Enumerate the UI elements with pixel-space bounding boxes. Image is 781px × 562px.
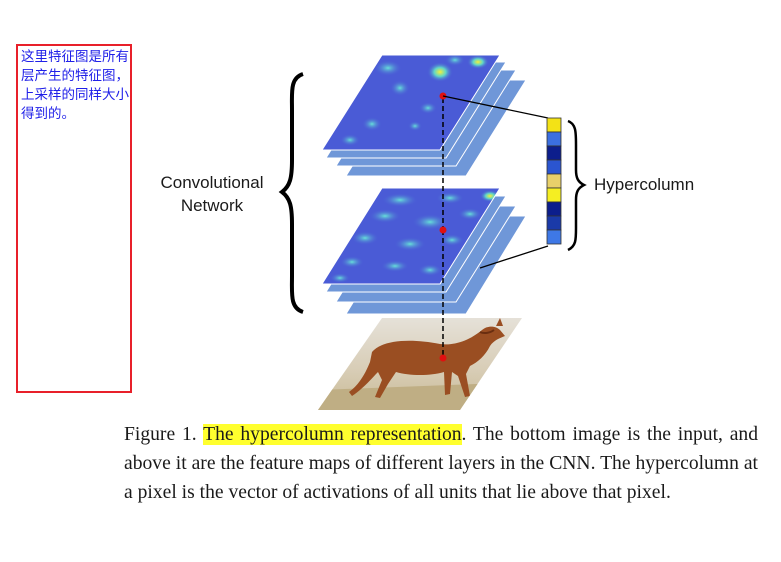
- annotation-text: 这里特征图是所有层产生的特征图，上采样的同样大小得到的。: [21, 49, 129, 122]
- middle-layer-stack: [321, 187, 527, 315]
- hypercolumn-cell: [546, 145, 562, 161]
- hypercolumn-vector: [546, 117, 562, 245]
- left-brace: [278, 72, 304, 314]
- hypercolumn-cell: [546, 187, 562, 203]
- link-to-hypercolumn-bottom: [479, 245, 549, 269]
- hypercolumn-figure: Convolutional Network Hypercolumn: [160, 54, 694, 410]
- hypercolumn-cell: [546, 173, 562, 189]
- hypercolumn-cell: [546, 229, 562, 245]
- input-image: [318, 318, 522, 410]
- hypercolumn-cell: [546, 201, 562, 217]
- link-to-hypercolumn-top: [442, 95, 549, 119]
- label-hypercolumn: Hypercolumn: [594, 175, 694, 194]
- caption-highlight: The hypercolumn representation: [203, 424, 462, 445]
- figure-caption: Figure 1. The hypercolumn representation…: [124, 420, 758, 507]
- caption-body: . The bottom image is the input, and abo…: [124, 424, 759, 503]
- pixel-dot-img: [439, 354, 447, 362]
- hypercolumn-cell: [546, 117, 562, 133]
- hypercolumn-cell: [546, 159, 562, 175]
- label-network: Network: [181, 196, 244, 215]
- top-layer-stack: [321, 54, 527, 177]
- hypercolumn-cell: [546, 215, 562, 231]
- pixel-dot-mid: [439, 226, 447, 234]
- horse: [349, 318, 505, 398]
- annotation-box: 这里特征图是所有层产生的特征图，上采样的同样大小得到的。: [16, 44, 132, 393]
- right-brace: [567, 119, 587, 252]
- hypercolumn-cell: [546, 131, 562, 147]
- caption-prefix: Figure 1.: [124, 424, 204, 445]
- label-convolutional: Convolutional: [160, 173, 263, 192]
